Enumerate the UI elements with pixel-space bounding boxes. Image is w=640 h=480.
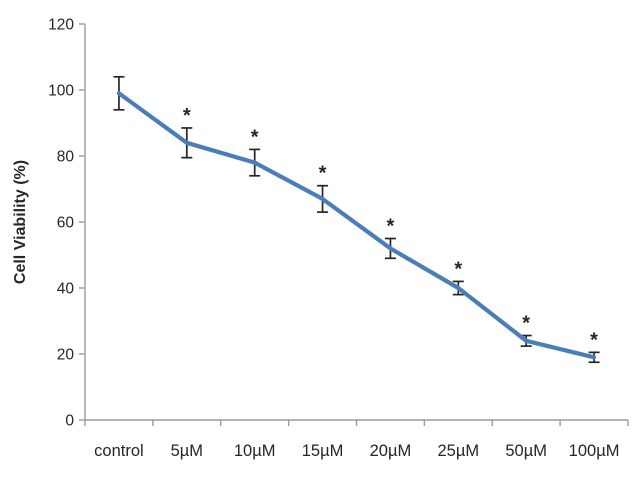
significance-star: * — [387, 216, 395, 238]
x-tick-label: 25µM — [438, 442, 480, 460]
x-tick-label: control — [94, 442, 144, 460]
significance-star: * — [319, 163, 327, 185]
significance-star: * — [522, 313, 530, 335]
y-tick-label: 80 — [57, 148, 75, 165]
significance-star: * — [183, 105, 191, 127]
y-tick-label: 0 — [65, 412, 74, 429]
y-tick-label: 120 — [48, 16, 74, 33]
y-tick-label: 20 — [57, 346, 75, 363]
x-tick-label: 20µM — [370, 442, 412, 460]
y-tick-label: 60 — [57, 214, 75, 231]
x-tick-label: 100µM — [569, 442, 620, 460]
y-tick-label: 40 — [57, 280, 75, 297]
x-tick-label: 15µM — [302, 442, 344, 460]
significance-star: * — [251, 126, 259, 148]
x-tick-label: 50µM — [505, 442, 547, 460]
y-axis-title: Cell Viability (%) — [12, 160, 29, 284]
y-tick-label: 100 — [48, 82, 74, 99]
x-tick-label: 5µM — [171, 442, 203, 460]
significance-star: * — [590, 329, 598, 351]
series-line — [116, 91, 597, 360]
significance-star: * — [454, 258, 462, 280]
x-tick-label: 10µM — [234, 442, 276, 460]
